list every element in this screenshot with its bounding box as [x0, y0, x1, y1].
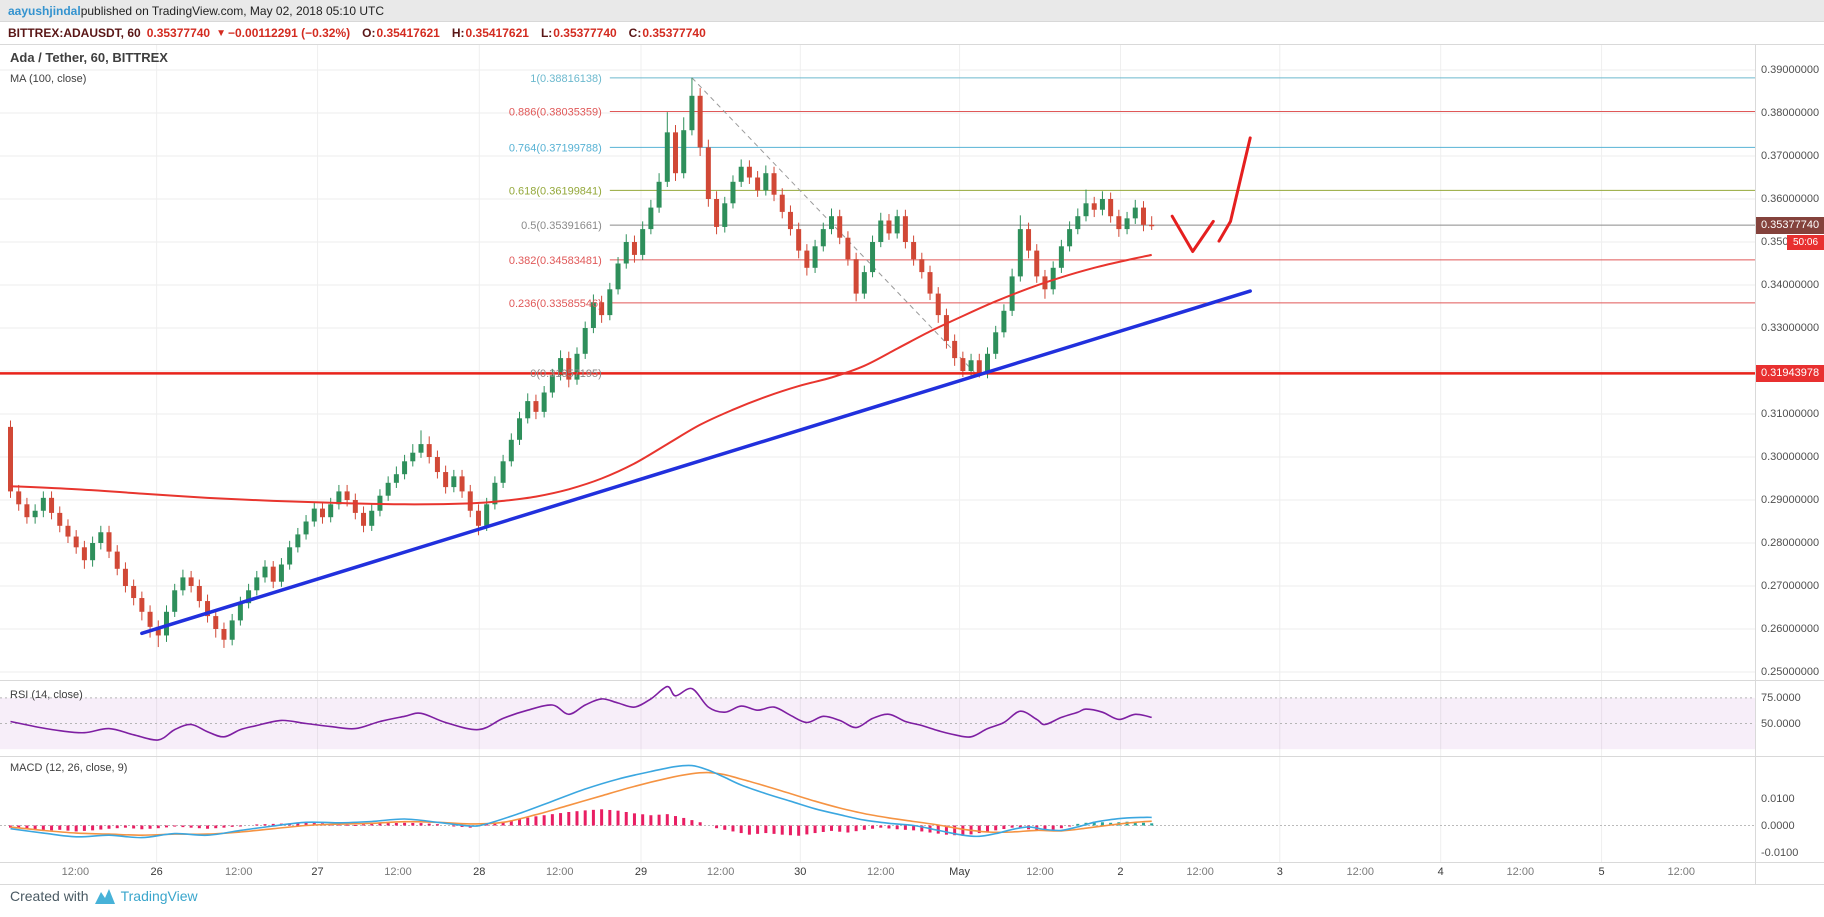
macd-layer [0, 764, 1755, 839]
main-pane-legend[interactable]: Ada / Tether, 60, BITTREX [10, 50, 168, 65]
author-link[interactable]: aayushjindal [8, 3, 81, 18]
open-value: 0.35417621 [376, 26, 440, 40]
correction-zigzag[interactable] [1170, 214, 1215, 253]
tradingview-logo-icon [94, 888, 115, 904]
open-label: O: [362, 26, 376, 40]
ma100-line [10, 253, 1152, 506]
drawings-layer [1170, 136, 1252, 253]
fib-label: 0.886(0.38035359) [509, 106, 602, 118]
fib-labels-layer: 1(0.38816138) 0.886(0.38035359) 0.764(0.37… [509, 73, 602, 380]
candles-layer [8, 77, 1155, 648]
rsi-band-layer [0, 697, 1755, 750]
price-axis[interactable] [1755, 44, 1824, 884]
fib-label: 0.618(0.36199841) [509, 185, 602, 197]
trendline [140, 289, 1252, 636]
fib-lines-layer [609, 77, 1755, 374]
tradingview-brand-link[interactable]: TradingView [120, 888, 198, 904]
grid-layer [0, 44, 1755, 862]
support-line-price-badge: 0.31943978 [1756, 365, 1824, 382]
symbol-bar: BITTREX:ADAUSDT, 60 0.35377740 ▼ −0.0011… [0, 22, 1824, 44]
footer: Created with TradingView [10, 888, 198, 904]
pane-separators [0, 44, 1824, 885]
price-down-triangle-icon: ▼ [216, 27, 226, 39]
fib-label: 0.5(0.35391661) [521, 220, 602, 232]
low-value: 0.35377740 [553, 26, 617, 40]
last-price: 0.35377740 [146, 26, 211, 40]
price-change: −0.00112291 (−0.32%) [228, 26, 351, 40]
low-label: L: [540, 26, 553, 40]
created-with-label: Created with [10, 888, 89, 904]
rsi-line-layer [10, 685, 1152, 741]
close-label: C: [628, 26, 642, 40]
rsi-study-legend[interactable]: RSI (14, close) [10, 689, 83, 701]
fib-label: 0.382(0.34583481) [509, 255, 602, 267]
publish-bar: aayushjindal published on TradingView.co… [0, 0, 1824, 22]
close-value: 0.35377740 [642, 26, 706, 40]
breakout-arrow[interactable] [1217, 136, 1252, 243]
candle-countdown-badge: 50:06 [1787, 235, 1824, 250]
fib-label: 0(0.31957195) [530, 368, 602, 380]
publish-text: published on TradingView.com, May 02, 20… [80, 3, 384, 18]
time-axis[interactable] [0, 862, 1755, 884]
last-price-badge: 0.35377740 [1756, 217, 1824, 234]
high-label: H: [451, 26, 465, 40]
fib-label: 0.764(0.37199788) [509, 142, 602, 154]
symbol-name[interactable]: BITTREX:ADAUSDT, 60 [8, 26, 141, 40]
fib-label: 1(0.38816138) [530, 73, 602, 85]
high-value: 0.35417621 [465, 26, 529, 40]
ma-study-legend[interactable]: MA (100, close) [10, 73, 87, 85]
macd-study-legend[interactable]: MACD (12, 26, close, 9) [10, 762, 128, 774]
fib-label: 0.236(0.33585546) [509, 298, 602, 310]
